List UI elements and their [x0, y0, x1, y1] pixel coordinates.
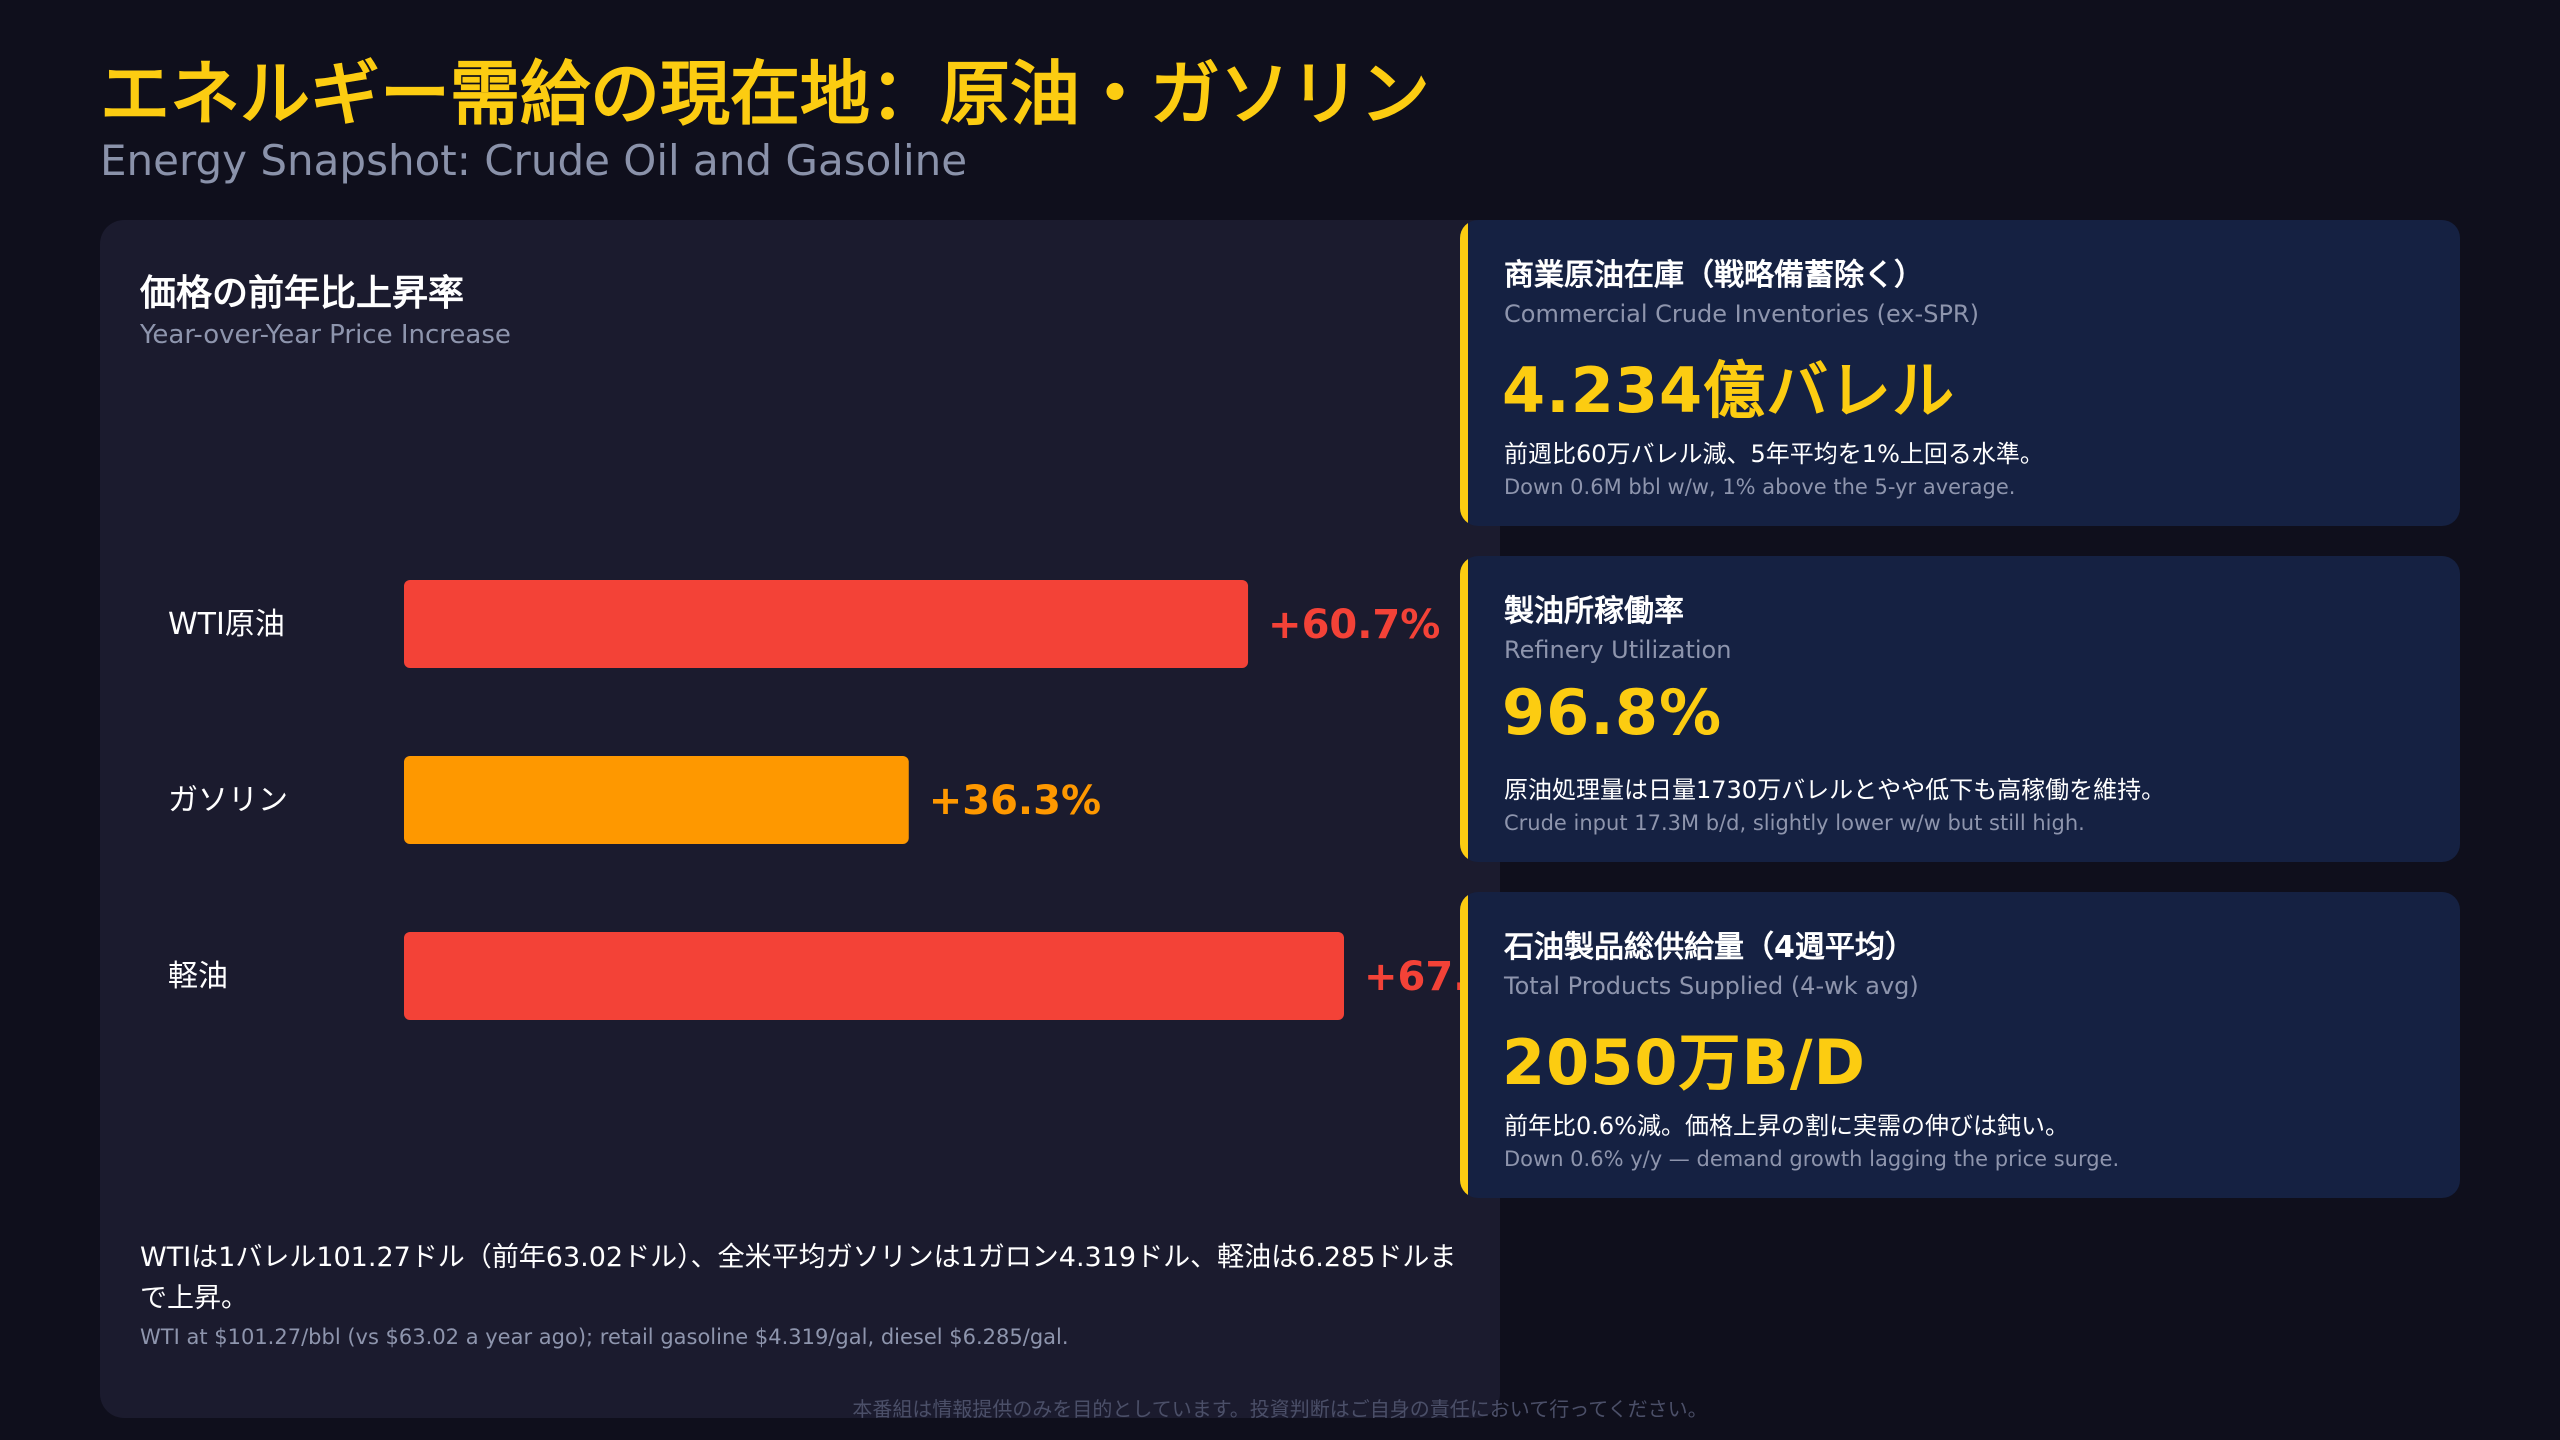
card-value: 4.234億バレル	[1502, 354, 1956, 427]
data-label: +67.	[1364, 954, 1468, 1000]
card-note-jp: 原油処理量は日量1730万バレルとやや低下も高稼働を維持。	[1504, 776, 2166, 804]
refinery-card: 製油所稼働率 Refinery Utilization 96.8% 原油処理量は…	[1460, 556, 2460, 862]
bar	[404, 580, 1249, 668]
card-subtitle: Commercial Crude Inventories (ex-SPR)	[1504, 300, 1979, 328]
card-note-en: Down 0.6M bbl w/w, 1% above the 5-yr ave…	[1504, 475, 2016, 499]
chart-footnote-jp: WTIは1バレル101.27ドル（前年63.02ドル）、全米平均ガソリンは1ガロ…	[140, 1242, 1457, 1314]
chart-subtitle: Year-over-Year Price Increase	[140, 320, 511, 350]
bar-chart: WTI原油 +60.7% ガソリン +36.3% 軽油 +67.	[168, 580, 1468, 1020]
card-note-jp: 前週比60万バレル減、5年平均を1%上回る水準。	[1504, 440, 2044, 468]
card-title: 石油製品総供給量（4週平均）	[1504, 930, 1915, 965]
card-subtitle: Total Products Supplied (4-wk avg)	[1504, 972, 1919, 1000]
inventory-card: 商業原油在庫（戦略備蓄除く） Commercial Crude Inventor…	[1460, 220, 2460, 526]
bar	[404, 932, 1344, 1020]
supply-card: 石油製品総供給量（4週平均） Total Products Supplied (…	[1460, 892, 2460, 1198]
chart-panel: 価格の前年比上昇率 Year-over-Year Price Increase …	[100, 220, 1500, 1418]
card-title: 商業原油在庫（戦略備蓄除く）	[1504, 258, 1924, 293]
chart-title: 価格の前年比上昇率	[140, 273, 465, 314]
page-subtitle: Energy Snapshot: Crude Oil and Gasoline	[100, 136, 968, 185]
card-note-en: Down 0.6% y/y — demand growth lagging th…	[1504, 1147, 2120, 1171]
disclaimer: 本番組は情報提供のみを目的としています。投資判断はご自身の責任において行ってくだ…	[852, 1397, 1708, 1421]
chart-footnote-en: WTI at $101.27/bbl (vs $63.02 a year ago…	[140, 1325, 1069, 1349]
data-label: +36.3%	[929, 778, 1101, 824]
card-note-en: Crude input 17.3M b/d, slightly lower w/…	[1504, 811, 2085, 835]
card-subtitle: Refinery Utilization	[1504, 636, 1732, 664]
card-title: 製油所稼働率	[1504, 594, 1684, 629]
page-title: エネルギー需給の現在地：原油・ガソリン	[100, 53, 1430, 135]
data-label: +60.7%	[1268, 602, 1440, 648]
category-label: ガソリン	[168, 783, 288, 818]
card-note-jp: 前年比0.6%減。価格上昇の割に実需の伸びは鈍い。	[1504, 1112, 2069, 1140]
bar	[404, 756, 909, 844]
card-value: 2050万B/D	[1502, 1026, 1866, 1099]
card-value: 96.8%	[1502, 676, 1723, 749]
category-label: WTI原油	[168, 607, 285, 642]
category-label: 軽油	[168, 959, 228, 994]
